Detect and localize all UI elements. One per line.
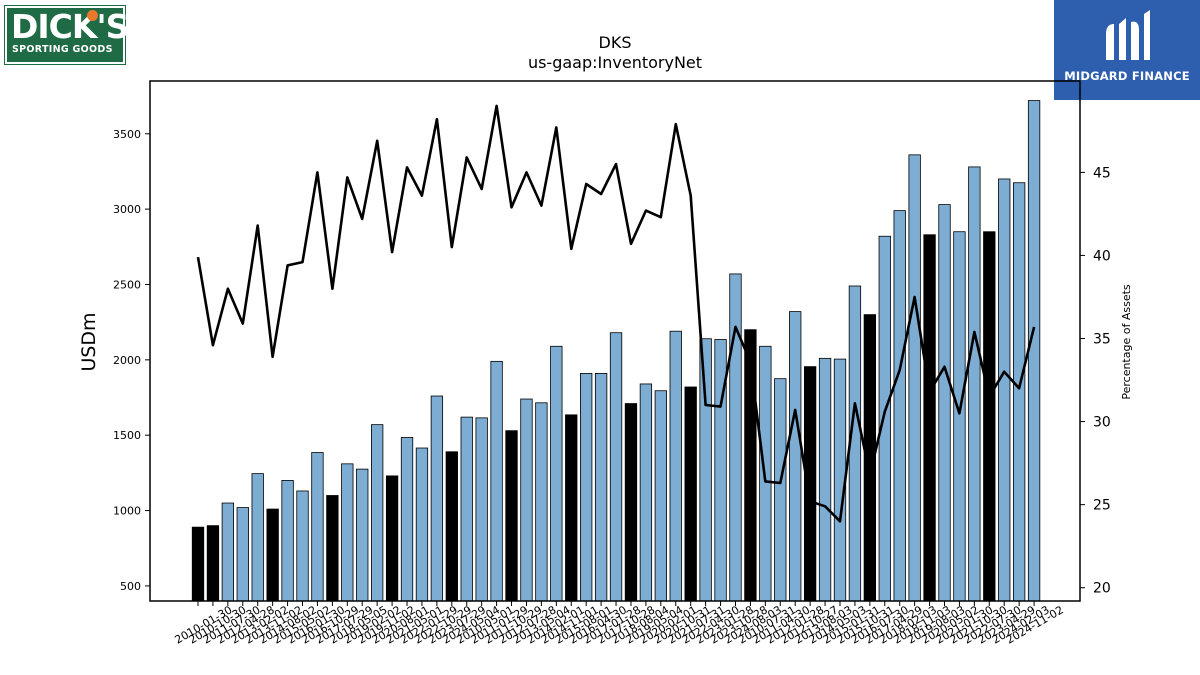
y2-tick-label: 25 [1093,498,1111,514]
bar [296,490,309,602]
y-tick-label: 1000 [113,505,141,518]
bar [385,475,399,602]
bar [878,235,891,602]
bar [594,373,608,602]
bar [818,357,832,602]
bar [191,526,205,602]
bar [1013,182,1026,602]
bar [938,204,951,602]
midgard-finance-logo: MIDGARD FINANCE [1054,0,1200,100]
bar [983,231,996,602]
bar [415,447,429,602]
bar [774,378,787,602]
bar [609,332,623,602]
bar [998,178,1011,602]
y2-tick-label: 40 [1093,248,1111,264]
bar-series [191,100,1041,602]
bar [326,495,339,602]
bar [565,414,578,602]
bar [251,473,264,602]
y-tick-label: 3500 [113,128,141,141]
y2-tick-label: 20 [1093,581,1111,597]
bar [669,330,682,602]
bar [505,430,518,602]
bar [908,154,921,602]
bar [356,468,369,602]
logo-tagline: SPORTING GOODS [12,44,113,55]
y-axis-label: USDm [78,312,100,371]
chart-title: DKS [599,33,632,52]
y-tick-label: 1500 [113,429,141,442]
midgard-emblem-icon [1106,10,1150,61]
bar [445,451,458,602]
bar [206,525,220,602]
bar [1027,100,1041,602]
bar [893,210,906,602]
bar [699,338,712,602]
dicks-sporting-goods-logo: DICK'S SPORTING GOODS [5,6,129,64]
percentage-line [196,104,1036,523]
bar [684,386,697,602]
bar [221,502,235,602]
bar [430,395,444,602]
y2-tick-label: 30 [1093,415,1111,431]
bar [654,390,667,602]
bar [520,398,533,602]
chart-subtitle: us-gaap:InventoryNet [528,53,702,72]
bar [460,416,473,602]
basketball-icon [87,10,98,21]
bar [953,231,966,602]
line-series [196,104,1036,523]
y-tick-label: 3000 [113,203,141,216]
bar [341,463,354,602]
y-tick-label: 2000 [113,354,141,367]
y-tick-label: 2500 [113,278,141,291]
bar [281,480,294,602]
bar [535,402,548,602]
midgard-wordmark: MIDGARD FINANCE [1064,69,1190,83]
bar [475,417,488,602]
bar [729,273,742,602]
bar [624,403,638,602]
bar [580,373,593,602]
bar [639,383,653,602]
bar [490,360,503,602]
y2-tick-label: 35 [1093,332,1111,348]
y2-tick-label: 45 [1093,165,1111,181]
bar [236,507,249,602]
bar [371,424,384,602]
bar [789,311,802,602]
plot-frame [149,80,1081,602]
bar [311,452,324,602]
bar [923,234,936,602]
bar [550,345,563,602]
y-tick-label: 500 [120,580,141,593]
axes: 5001000150020002500300035002025303540452… [113,128,1111,647]
logo-wordmark: DICK'S [11,7,129,46]
bar [400,437,414,602]
y2-axis-label: Percentage of Assets [1120,284,1133,400]
bar [968,166,981,602]
bar [266,508,279,602]
